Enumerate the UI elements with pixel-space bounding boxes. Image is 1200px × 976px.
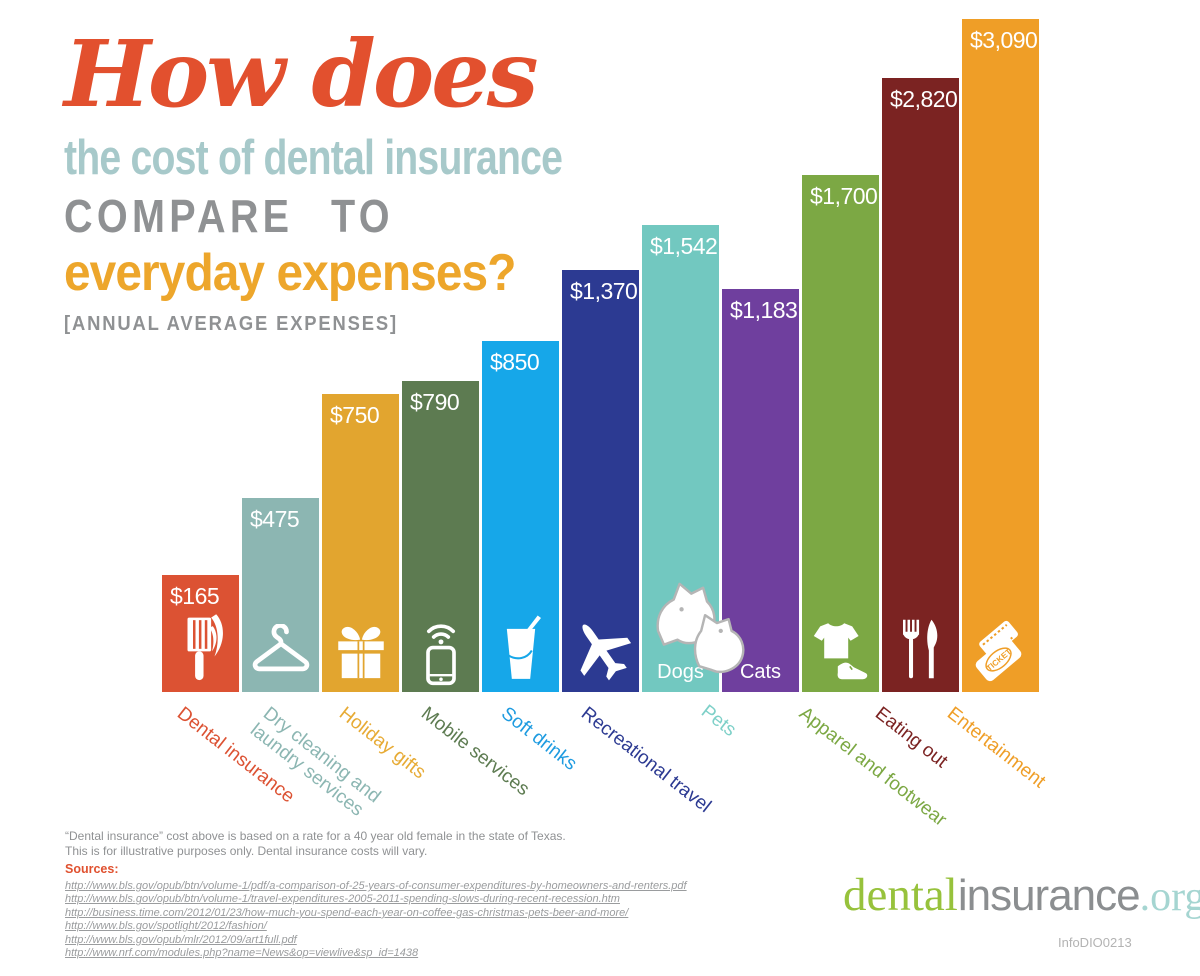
ticket-icon: TICKET (965, 620, 1037, 682)
hanger-icon (248, 623, 314, 676)
fork-knife-icon (894, 612, 948, 686)
bar-mobile-services: $790 (402, 381, 479, 692)
airplane-icon (563, 612, 639, 688)
title-block: How does the cost of dental insurance CO… (64, 28, 687, 336)
source-link[interactable]: http://business.time.com/2012/01/23/how-… (65, 906, 629, 919)
title-script-line: How does (64, 20, 539, 128)
bar-soft-drinks: $850 (482, 341, 559, 692)
bar-holiday-gifts: $750 (322, 394, 399, 692)
source-link-item: http://www.nrf.com/modules.php?name=News… (65, 947, 687, 960)
smartphone-icon (415, 614, 467, 686)
info-code: InfoDIO0213 (1058, 935, 1132, 950)
sources-list: http://www.bls.gov/opub/btn/volume-1/pdf… (65, 880, 687, 960)
bar-eating-out: $2,820 (882, 78, 959, 692)
source-link-item: http://business.time.com/2012/01/23/how-… (65, 907, 687, 920)
bar-sub-label-dogs: Dogs (657, 661, 704, 683)
bar-entertainment: $3,090 TICKET (962, 19, 1039, 692)
pets-group-label: Pets (697, 701, 740, 741)
title-line-2: the cost of dental insurance (64, 131, 563, 185)
category-label-entertainment: Entertainment (943, 703, 1050, 793)
bar-value-label: $2,820 (890, 86, 958, 112)
source-link-item: http://www.bls.gov/spotlight/2012/fashio… (65, 920, 687, 933)
title-line-3: COMPARE TO (64, 190, 394, 242)
footnote-line-2: This is for illustrative purposes only. … (65, 844, 428, 858)
bar-value-label: $1,183 (730, 297, 798, 323)
bar-value-label: $1,542 (650, 233, 718, 259)
footnote: “Dental insurance” cost above is based o… (65, 829, 566, 859)
bar-apparel-and-footwear: $1,700 (802, 175, 879, 692)
source-link[interactable]: http://www.bls.gov/opub/btn/volume-1/tra… (65, 893, 620, 906)
category-label-soft-drinks: Soft drinks (497, 703, 581, 775)
logo-dental: dental (843, 869, 958, 921)
logo-org: .org (1139, 874, 1200, 920)
footnote-line-1: “Dental insurance” cost above is based o… (65, 829, 566, 843)
sources-section: Sources: http://www.bls.gov/opub/btn/vol… (65, 862, 687, 960)
bar-pets-cats: $1,183 Cats (722, 289, 799, 692)
category-label-apparel-and-footwear: Apparel and footwear (795, 703, 951, 831)
source-link[interactable]: http://www.bls.gov/opub/mlr/2012/09/art1… (65, 933, 297, 946)
source-link[interactable]: http://www.nrf.com/modules.php?name=News… (65, 947, 419, 960)
drink-icon (496, 612, 546, 684)
source-link[interactable]: http://www.bls.gov/spotlight/2012/fashio… (65, 920, 267, 933)
bar-sub-label-cats: Cats (739, 661, 782, 683)
bar-value-label: $750 (330, 402, 380, 428)
title-line-4: everyday expenses? (64, 244, 516, 302)
toothbrush-icon (174, 612, 228, 684)
bar-value-label: $790 (410, 389, 460, 415)
sources-heading: Sources: (65, 862, 119, 876)
logo-insurance: insurance (957, 871, 1141, 920)
source-link-item: http://www.bls.gov/opub/btn/volume-1/tra… (65, 893, 687, 906)
brand-logo: dentalinsurance.org (843, 868, 1200, 922)
bar-value-label: $3,090 (970, 27, 1038, 53)
gift-icon (333, 620, 389, 682)
category-label-recreational-travel: Recreational travel (577, 703, 715, 818)
bar-value-label: $475 (250, 506, 300, 532)
bar-value-label: $1,700 (810, 183, 878, 209)
bar-dry-cleaning-and-laundry-services: $475 (242, 498, 319, 692)
source-link-item: http://www.bls.gov/opub/mlr/2012/09/art1… (65, 934, 687, 947)
bar-dental-insurance: $165 (162, 575, 239, 692)
source-link-item: http://www.bls.gov/opub/btn/volume-1/pdf… (65, 880, 687, 893)
dog-cat-icon (648, 576, 770, 674)
bar-value-label: $850 (490, 349, 540, 375)
tshirt-shoe-icon (807, 620, 875, 684)
bar-value-label: $165 (170, 583, 220, 609)
source-link[interactable]: http://www.bls.gov/opub/btn/volume-1/pdf… (65, 880, 687, 892)
bar-recreational-travel: $1,370 (562, 270, 639, 692)
bar-value-label: $1,370 (570, 278, 638, 304)
title-subtitle: [ANNUAL AVERAGE EXPENSES] (64, 313, 398, 335)
